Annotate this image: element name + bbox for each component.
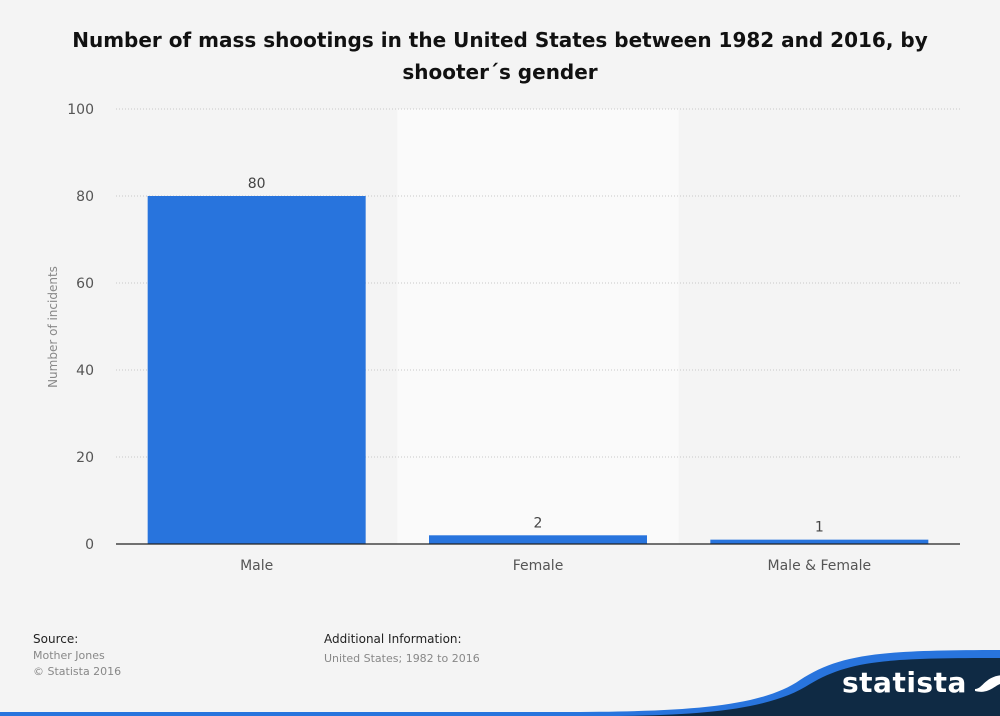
brand-band [0,650,1000,716]
brand-name: statista [842,665,967,699]
data-labels: 80 2 1 [248,176,824,536]
chart-title: Number of mass shootings in the United S… [72,28,928,84]
y-tick-label: 0 [85,537,94,553]
data-label: 80 [248,176,266,192]
category-labels: Male Female Male & Female [240,558,871,574]
category-label: Male [240,558,273,574]
bar-chart: 0 20 40 60 80 100 80 2 1 Male Female Male & Femal… [46,102,960,574]
additional-info-line: United States; 1982 to 2016 [324,652,480,665]
category-highlight-band [397,109,679,544]
category-label: Female [513,558,564,574]
data-label: 1 [815,520,824,536]
source-heading: Source: [33,632,79,646]
y-tick-label: 20 [76,450,94,466]
y-tick-label: 60 [76,276,94,292]
additional-info-heading: Additional Information: [324,632,462,646]
bars [147,196,929,544]
bar [429,535,647,544]
statista-logo: statista [842,664,1000,700]
y-axis-ticks: 0 20 40 60 80 100 [67,102,94,553]
y-axis-label: Number of incidents [46,266,60,388]
y-tick-label: 80 [76,189,94,205]
y-tick-label: 100 [67,102,94,118]
y-tick-label: 40 [76,363,94,379]
copyright-line: © Statista 2016 [33,665,122,678]
statista-mark-icon [974,669,1000,695]
bar [147,196,366,544]
category-label: Male & Female [768,558,872,574]
bar [710,539,929,544]
data-label: 2 [534,515,543,531]
source-line: Mother Jones [33,649,105,662]
